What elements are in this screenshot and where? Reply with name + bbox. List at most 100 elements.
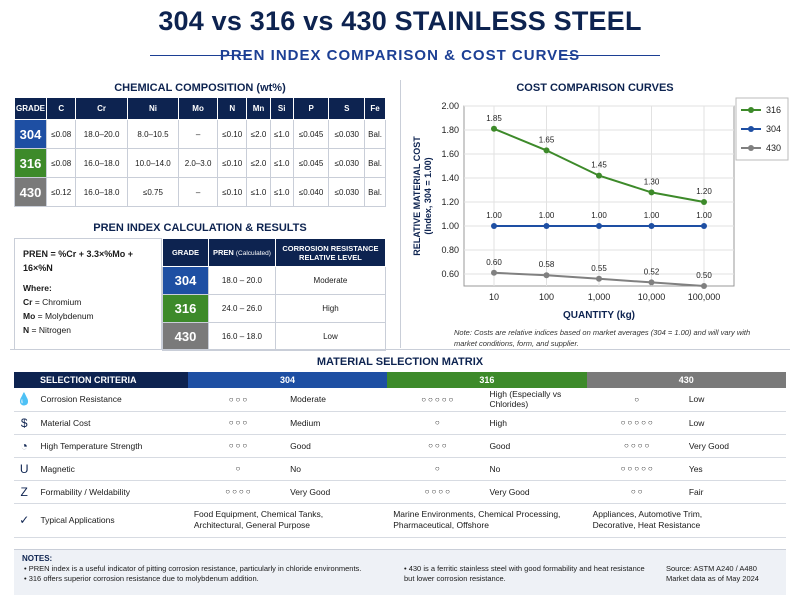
chem-cell: ≤0.045 xyxy=(292,119,330,149)
grade-cell: 304 xyxy=(162,266,209,295)
gauge-icon: ◔ xyxy=(14,434,35,458)
subtitle-rule-right xyxy=(560,55,660,56)
subtitle-rule-left xyxy=(150,55,250,56)
applications-430: Appliances, Automotive Trim, Decorative, … xyxy=(586,503,786,538)
pren-def: Cr = Chromium xyxy=(23,295,153,309)
rating-316: ○○○ xyxy=(387,434,490,458)
source-date: Market data as of May 2024 xyxy=(666,574,759,583)
pren-formula: PREN = %Cr + 3.3×%Mo + 16×%N xyxy=(23,249,134,273)
section-divider-horizontal xyxy=(10,349,790,350)
chem-header: Ni xyxy=(126,97,180,120)
data-label-304: 1.00 xyxy=(591,211,607,220)
rating-430: ○○○○ xyxy=(586,434,689,458)
pren-header-row: GRADE PREN (Calculated) CORROSION RESIST… xyxy=(162,238,387,267)
legend-label-316: 316 xyxy=(766,105,781,115)
legend-label-430: 430 xyxy=(766,143,781,153)
chem-header: Mn xyxy=(246,97,271,120)
matrix-title: MATERIAL SELECTION MATRIX xyxy=(316,356,484,368)
chem-cell: ≤1.0 xyxy=(269,177,294,207)
chem-header: N xyxy=(217,97,248,120)
y-tick-label: 1.60 xyxy=(441,149,459,159)
y-tick-label: 2.00 xyxy=(441,101,459,111)
chem-cell: ≤0.10 xyxy=(217,148,248,178)
chemical-title: CHEMICAL COMPOSITION (wt%) xyxy=(114,82,286,94)
pren-where: Where: xyxy=(23,283,52,293)
matrix-row: Z Formability / Weldability ○○○○ Very Good ○… xyxy=(14,480,786,504)
pren-def-symbol: N xyxy=(23,325,30,335)
legend-marker-430 xyxy=(748,145,754,151)
rating-304: ○○○ xyxy=(187,388,291,412)
data-label-316: 1.45 xyxy=(591,161,607,170)
application-line: Pharmaceutical, Offshore xyxy=(393,520,489,530)
data-label-316: 1.65 xyxy=(539,135,555,144)
x-tick-label: 10,000 xyxy=(638,292,666,302)
chem-cell: ≤0.030 xyxy=(328,177,366,207)
pren-formula-box: PREN = %Cr + 3.3×%Mo + 16×%N Where: Cr =… xyxy=(14,238,162,350)
chem-cell: ≤2.0 xyxy=(246,119,271,149)
data-point-304 xyxy=(543,223,550,229)
rating-316: ○ xyxy=(387,411,490,435)
chem-row: 304 ≤0.08 18.0–20.0 8.0–10.5– ≤0.10 ≤2.0 ≤1.0 ≤… xyxy=(14,119,386,149)
chem-cell: ≤0.08 xyxy=(45,148,77,178)
matrix-header-316: 316 xyxy=(387,372,587,388)
pren-header-grade: GRADE xyxy=(162,238,209,267)
pren-value: 18.0 – 20.0 xyxy=(208,266,276,295)
application-line: Decorative, Heat Resistance xyxy=(592,520,701,530)
data-point-304 xyxy=(648,223,655,229)
chem-cell: ≤1.0 xyxy=(246,177,271,207)
pren-value: 16.0 – 18.0 xyxy=(208,322,276,351)
chem-cell: ≤2.0 xyxy=(246,148,271,178)
droplet-icon: 💧 xyxy=(14,388,35,412)
chem-row: 430 ≤0.12 16.0–18.0 ≤0.75– ≤0.10 ≤1.0 ≤1.0 ≤0.0… xyxy=(14,177,386,207)
source-line: Source: ASTM A240 / A480 xyxy=(666,564,757,573)
criteria-label: High Temperature Strength xyxy=(34,434,188,458)
value-430: Fair xyxy=(688,480,786,504)
chem-cell: ≤0.040 xyxy=(292,177,330,207)
chem-header: Si xyxy=(269,97,294,120)
chem-cell: ≤0.75 xyxy=(126,177,180,207)
chem-cell: Bal. xyxy=(364,119,386,149)
pren-title: PREN INDEX CALCULATION & RESULTS xyxy=(93,222,307,234)
pren-def-text: = Molybdenum xyxy=(35,311,94,321)
rating-304: ○○○○ xyxy=(187,480,291,504)
chem-cell: ≤1.0 xyxy=(269,148,294,178)
data-point-316 xyxy=(596,172,602,179)
subtitle-bar: PREN INDEX COMPARISON & COST CURVES xyxy=(0,44,800,66)
pren-row: 304 18.0 – 20.0 Moderate xyxy=(162,266,387,295)
application-line: Architectural, General Purpose xyxy=(193,520,311,530)
pren-def: Mo = Molybdenum xyxy=(23,309,153,323)
pren-def-text: = Chromium xyxy=(32,297,82,307)
chem-cell: 8.0–10.5 xyxy=(126,119,180,149)
value-304: Medium xyxy=(290,411,388,435)
data-label-430: 0.58 xyxy=(539,260,555,269)
criteria-label: Material Cost xyxy=(34,411,188,435)
forming-icon: Z xyxy=(14,480,35,504)
x-tick-label: 10 xyxy=(489,292,499,302)
value-304: Moderate xyxy=(290,388,388,412)
applications-316: Marine Environments, Chemical Processing… xyxy=(387,503,587,538)
data-label-430: 0.50 xyxy=(696,271,712,280)
chem-cell: 16.0–18.0 xyxy=(75,177,128,207)
rating-430: ○○○○○ xyxy=(586,411,689,435)
y-axis-label: RELATIVE MATERIAL COST xyxy=(412,136,422,256)
chem-cell: ≤0.12 xyxy=(45,177,77,207)
rating-316: ○○○○ xyxy=(387,480,490,504)
rating-316: ○ xyxy=(387,457,490,481)
x-axis-label: QUANTITY (kg) xyxy=(563,310,635,321)
chem-header: S xyxy=(328,97,366,120)
pren-row: 316 24.0 – 26.0 High xyxy=(162,294,387,323)
matrix-row: U Magnetic ○ No ○ No ○○○○○ Yes xyxy=(14,457,786,481)
cost-chart: 0.60 0.80 1.00 1.20 1.40 1.60 1.80 2.00 10 100 1,0… xyxy=(412,97,789,321)
chem-cell: ≤0.10 xyxy=(217,177,248,207)
rating-430: ○ xyxy=(586,388,689,412)
matrix-row: ◔ High Temperature Strength ○○○ Good ○○○ Good… xyxy=(14,434,786,458)
selection-matrix: SELECTION CRITERIA 304 316 430 💧 Corrosio… xyxy=(14,372,786,538)
pren-def-symbol: Mo xyxy=(23,311,36,321)
data-point-316 xyxy=(701,199,707,205)
criteria-label: Corrosion Resistance xyxy=(34,388,188,412)
pren-level: Moderate xyxy=(274,266,387,295)
data-point-304 xyxy=(491,223,497,229)
pren-table: GRADE PREN (Calculated) CORROSION RESIST… xyxy=(162,238,387,351)
notes-title: NOTES: xyxy=(22,554,53,563)
data-point-304 xyxy=(701,223,707,229)
